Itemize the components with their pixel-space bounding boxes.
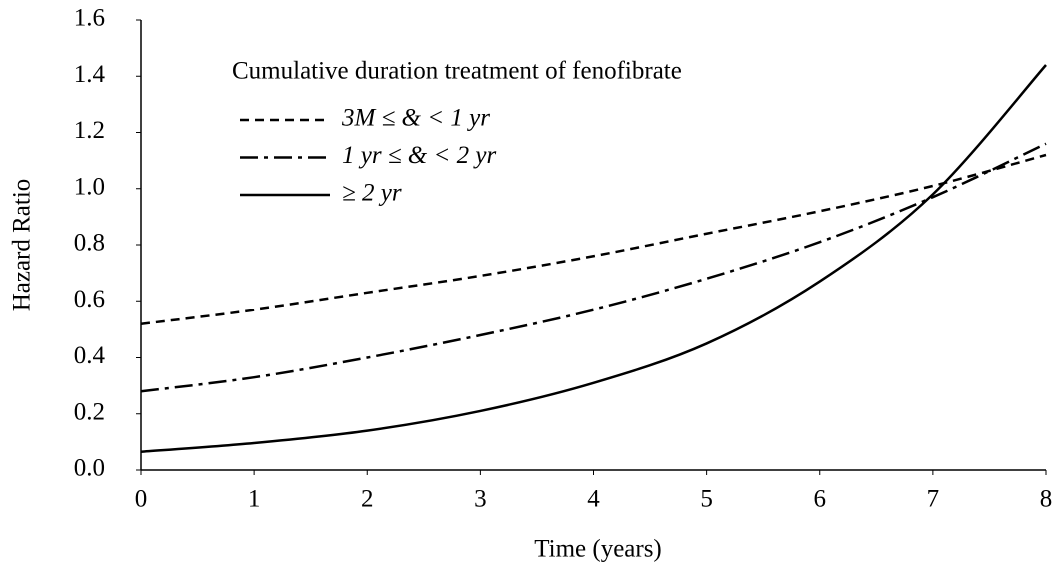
y-tick-label: 1.6 [74,5,105,32]
y-tick-label: 0.0 [74,455,105,482]
x-tick-label: 0 [135,486,148,513]
series-line [140,64,1047,453]
x-tick-label: 5 [700,486,713,513]
legend-label: ≥ 2 yr [342,180,402,207]
x-axis-label: Time (years) [534,536,662,563]
y-tick-label: 0.2 [74,398,105,425]
x-tick-label: 1 [248,486,261,513]
series-line [140,153,1047,325]
y-tick-label: 1.4 [74,61,106,88]
x-tick-label: 4 [587,486,600,513]
y-tick-label: 0.8 [74,230,105,257]
x-tick-label: 7 [927,486,940,513]
x-tick-label: 8 [1040,486,1053,513]
y-tick-label: 1.2 [74,117,105,144]
x-tick-label: 6 [814,486,827,513]
x-tick-label: 2 [361,486,374,513]
y-tick-label: 0.6 [74,286,105,313]
legend-label: 1 yr ≤ & < 2 yr [342,142,496,169]
y-axis-label: Hazard Ratio [9,179,36,312]
legend-title: Cumulative duration treatment of fenofib… [232,58,682,85]
x-tick-label: 3 [474,486,487,513]
y-tick-label: 1.0 [74,173,105,200]
y-tick-label: 0.4 [74,342,106,369]
series-line [140,142,1047,393]
legend-label: 3M ≤ & < 1 yr [341,105,490,132]
